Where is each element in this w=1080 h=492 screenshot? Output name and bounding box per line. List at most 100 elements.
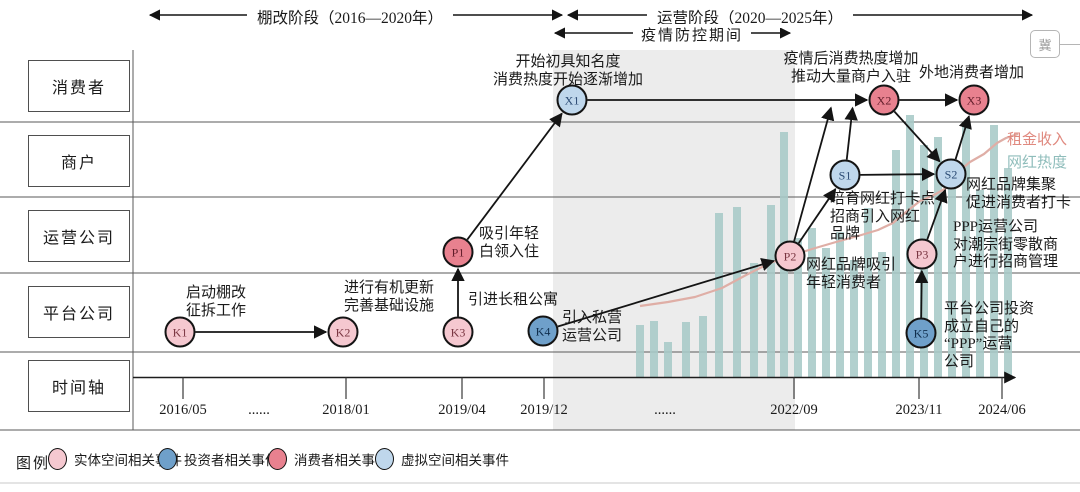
- node-P2: P2: [774, 240, 806, 272]
- event-label-s1: 培育网红打卡点 招商引入网红 品牌: [830, 191, 936, 243]
- legend-item-virtual: 虚拟空间相关事件: [375, 448, 509, 470]
- node-X2: X2: [868, 84, 900, 116]
- legend-swatch-investor: [158, 448, 177, 470]
- legend-swatch-consumer: [268, 448, 287, 470]
- heat-bar: [850, 260, 858, 377]
- date-label-2019-12: 2019/12: [520, 402, 568, 418]
- heat-bar: [948, 185, 956, 377]
- row-label-platform-company: 平台公司: [28, 286, 130, 338]
- legend-label-physical: 实体空间相关事件: [74, 453, 182, 468]
- date-label-2019-04: 2019/04: [438, 402, 486, 418]
- influencer-heat-series-label: 网红热度: [1007, 155, 1068, 171]
- rent-income-series-label: 租金收入: [1007, 132, 1068, 148]
- row-label-consumers: 消费者: [28, 60, 130, 112]
- node-circle-K3: [442, 316, 474, 348]
- node-circle-P2: [774, 240, 806, 272]
- node-label-K3: K3: [451, 325, 466, 339]
- date-ellipsis: ......: [654, 402, 676, 418]
- heat-bar: [767, 205, 775, 377]
- event-label-k1: 启动棚改 征拆工作: [186, 285, 247, 319]
- node-P1: P1: [442, 236, 474, 268]
- row-label-operating-company: 运营公司: [28, 210, 130, 262]
- node-label-P3: P3: [916, 247, 929, 261]
- heat-bar: [1004, 168, 1012, 377]
- event-label-x1: 开始初具知名度 消费热度开始逐渐增加: [492, 54, 644, 88]
- arrow-P2-to-S1: [797, 187, 837, 244]
- heat-bar: [808, 228, 816, 377]
- node-label-X3: X3: [967, 93, 982, 107]
- event-label-p1: 吸引年轻 白领入住: [479, 226, 540, 260]
- arrow-P2-to-line: [793, 106, 835, 242]
- event-label-x2: 疫情后消费热度增加 推动大量商户入驻: [783, 51, 919, 85]
- row-label-timeline: 时间轴: [28, 360, 130, 412]
- node-P3: P3: [906, 238, 938, 270]
- legend-item-investor: 投资者相关事件: [158, 448, 279, 470]
- heat-bar: [836, 232, 844, 377]
- covid-phase-label: 疫情防控期间: [632, 24, 752, 45]
- heat-bar: [650, 321, 658, 377]
- watermark-glyph: 冀: [1038, 37, 1052, 53]
- legend-item-physical: 实体空间相关事件: [48, 448, 182, 470]
- legend-label-investor: 投资者相关事件: [184, 453, 279, 468]
- node-circle-S1: [829, 159, 861, 191]
- legend-title: 图例: [16, 456, 51, 472]
- heat-bar: [934, 137, 942, 377]
- node-K4: K4: [527, 315, 559, 347]
- heat-bar: [962, 127, 970, 377]
- node-label-K1: K1: [173, 325, 188, 339]
- node-K5: K5: [905, 317, 937, 349]
- arrow-K5-to-P3: [914, 269, 929, 318]
- event-label-k5: 平台公司投资 成立自己的 “PPP”运营 公司: [944, 301, 1035, 370]
- date-label-2022-09: 2022/09: [770, 402, 818, 418]
- legend: 图例 实体空间相关事件 投资者相关事件 消费者相关事件 虚拟空间相关事件: [0, 446, 1080, 480]
- event-label-p3: PPP运营公司 对潮宗街零散商 户进行招商管理: [953, 219, 1059, 271]
- node-label-X1: X1: [565, 93, 580, 107]
- date-label-2018-01: 2018/01: [322, 402, 370, 418]
- node-circle-K1: [164, 316, 196, 348]
- legend-label-virtual: 虚拟空间相关事件: [401, 453, 509, 468]
- date-ellipsis: ......: [248, 402, 270, 418]
- date-label-2016-05: 2016/05: [159, 402, 207, 418]
- node-circle-K4: [527, 315, 559, 347]
- node-circle-X2: [868, 84, 900, 116]
- heat-bar: [892, 150, 900, 377]
- node-X1: X1: [556, 84, 588, 116]
- heat-bar: [878, 252, 886, 377]
- node-K3: K3: [442, 316, 474, 348]
- heat-bar: [990, 125, 998, 377]
- node-label-K5: K5: [914, 326, 929, 340]
- node-circle-X1: [556, 84, 588, 116]
- node-label-K2: K2: [336, 325, 351, 339]
- event-label-k4: 引入私营 运营公司: [562, 310, 623, 344]
- phase1-label: 棚改阶段（2016—2020年）: [246, 6, 454, 28]
- event-label-x3: 外地消费者增加: [919, 65, 1025, 81]
- legend-label-consumer: 消费者相关事件: [294, 453, 389, 468]
- arrow-S1-to-line: [844, 106, 858, 160]
- node-label-K4: K4: [536, 324, 551, 338]
- heat-bar: [715, 213, 723, 377]
- legend-item-consumer: 消费者相关事件: [268, 448, 389, 470]
- heat-bar: [699, 316, 707, 377]
- node-circle-K2: [327, 316, 359, 348]
- event-label-p2: 网红品牌吸引 年轻消费者: [806, 257, 897, 291]
- node-circle-S2: [935, 158, 967, 190]
- node-circle-P1: [442, 236, 474, 268]
- node-circle-X3: [958, 84, 990, 116]
- node-K2: K2: [327, 316, 359, 348]
- heat-bar: [664, 342, 672, 377]
- arrow-S1-to-S2: [860, 167, 936, 182]
- event-label-s2: 网红品牌集聚 促进消费者打卡: [966, 177, 1072, 211]
- date-label-2023-11: 2023/11: [895, 402, 943, 418]
- watermark-icon: 冀: [1030, 30, 1080, 58]
- heat-bar: [976, 190, 984, 377]
- arrow-P1-to-X1: [466, 112, 563, 241]
- heat-bar: [682, 322, 690, 377]
- event-label-k3: 引进长租公寓: [468, 292, 559, 308]
- node-circle-P3: [906, 238, 938, 270]
- node-K1: K1: [164, 316, 196, 348]
- node-label-P2: P2: [784, 249, 797, 263]
- node-label-S1: S1: [839, 168, 852, 182]
- heat-bar: [636, 325, 644, 377]
